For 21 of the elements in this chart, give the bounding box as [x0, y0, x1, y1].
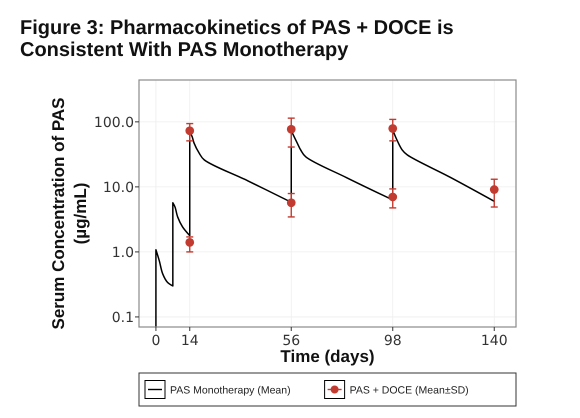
x-tick-label: 98 [384, 333, 402, 349]
y-tick-label: 100.0 [94, 114, 134, 131]
point [185, 238, 194, 247]
chart-title: Figure 3: Pharmacokinetics of PAS + DOCE is Consistent With PAS Monotherapy [20, 17, 454, 61]
x-tick-label: 140 [480, 333, 508, 349]
point [388, 124, 398, 133]
point [490, 185, 499, 194]
y-tick-label: 10.0 [102, 180, 134, 196]
point [286, 124, 296, 134]
y-tick-label: 1.0 [112, 244, 134, 261]
point [286, 198, 296, 208]
x-tick-label: 0 [151, 333, 160, 349]
y-axis-title: Serum Concentration of PAS (µg/mL) [49, 97, 90, 330]
point [388, 192, 398, 202]
y-tick-label: 0.1 [112, 310, 134, 326]
legend-label: PAS Monotherapy (Mean) [170, 384, 291, 396]
legend-label: PAS + DOCE (Mean±SD) [350, 384, 469, 396]
point [185, 126, 194, 136]
x-tick-label: 56 [282, 333, 300, 349]
x-axis-title: Time (days) [280, 347, 375, 366]
x-tick-label: 14 [180, 333, 199, 349]
